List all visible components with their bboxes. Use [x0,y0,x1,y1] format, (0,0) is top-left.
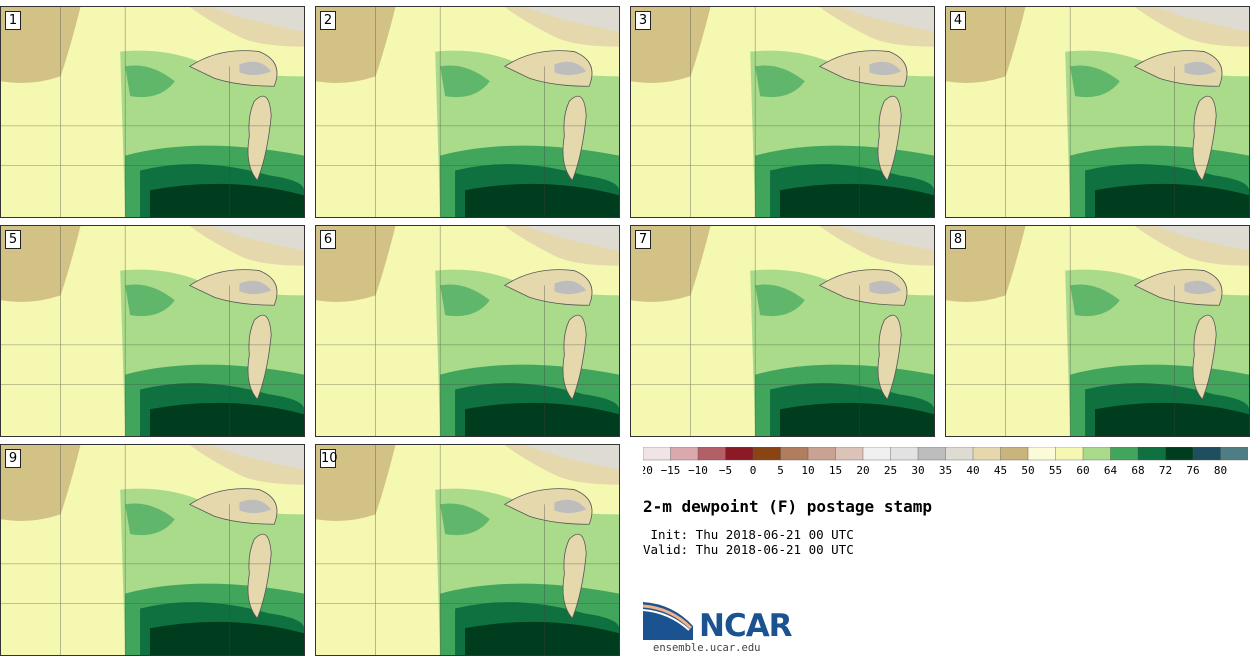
site-url: ensemble.ucar.edu [653,642,761,654]
member-label: 3 [635,11,651,30]
member-label: 9 [5,449,21,468]
colorbar-tick-label: −10 [688,464,708,475]
colorbar-swatch [917,447,947,461]
colorbar-swatch [945,447,974,461]
member-label: 7 [635,230,651,249]
colorbar-tick-label: 35 [939,464,952,475]
colorbar-swatch [807,447,837,461]
colorbar-tick-label: 20 [856,464,869,475]
map-panel-7[interactable]: 7 [630,225,935,437]
map-graphic [946,7,1249,217]
colorbar-tick-label: 60 [1076,464,1089,475]
map-graphic [631,226,934,436]
map-panel-3[interactable]: 3 [630,6,935,218]
member-label: 4 [950,11,966,30]
colorbar-tick-label: 40 [966,464,979,475]
colorbar-swatch [1000,447,1029,461]
colorbar-swatch [1192,447,1222,461]
colorbar-tick-label: 15 [829,464,842,475]
map-panel-6[interactable]: 6 [315,225,620,437]
colorbar-tick-label: 10 [801,464,814,475]
map-graphic [1,445,304,655]
map-graphic [316,7,619,217]
chart-title: 2-m dewpoint (F) postage stamp [643,497,932,516]
colorbar-tick-label: 55 [1049,464,1062,475]
colorbar-swatch [1137,447,1167,461]
colorbar-swatch [1027,447,1057,461]
colorbar-swatch [1082,447,1112,461]
member-label: 6 [320,230,336,249]
colorbar-tick-label: 68 [1131,464,1144,475]
map-graphic [1,226,304,436]
map-panel-8[interactable]: 8 [945,225,1250,437]
colorbar-tick-label: 45 [994,464,1007,475]
colorbar-swatch [670,447,699,461]
colorbar-tick-label: 76 [1186,464,1199,475]
colorbar-tick-label: 25 [884,464,897,475]
colorbar-swatch [1055,447,1084,461]
map-graphic [946,226,1249,436]
colorbar-tick-label: −15 [661,464,681,475]
colorbar-swatch [890,447,919,461]
valid-time: Valid: Thu 2018-06-21 00 UTC [643,542,854,557]
map-panel-9[interactable]: 9 [0,444,305,656]
map-graphic [316,226,619,436]
map-graphic [1,7,304,217]
colorbar-tick-label: −20 [643,464,653,475]
colorbar-tick-label: 30 [911,464,924,475]
map-panel-2[interactable]: 2 [315,6,620,218]
map-panel-5[interactable]: 5 [0,225,305,437]
colorbar-swatch [862,447,892,461]
colorbar-swatch [1220,447,1248,461]
colorbar-tick-label: 64 [1104,464,1118,475]
colorbar-tick-label: 80 [1214,464,1227,475]
map-graphic [631,7,934,217]
colorbar-swatch [752,447,782,461]
ncar-logo-icon [643,602,693,640]
colorbar-swatch [972,447,1002,461]
colorbar-tick-label: 0 [750,464,757,475]
logo-text: NCAR [699,608,793,644]
colorbar-swatch [1165,447,1194,461]
init-time: Init: Thu 2018-06-21 00 UTC [643,527,854,542]
map-panel-10[interactable]: 10 [315,444,620,656]
colorbar-tick-label: −5 [719,464,732,475]
map-panel-1[interactable]: 1 [0,6,305,218]
member-label: 1 [5,11,21,30]
member-label: 10 [320,449,338,468]
colorbar-swatch [643,447,672,461]
colorbar-swatch [697,447,727,461]
colorbar-swatch [780,447,809,461]
colorbar-tick-label: 50 [1021,464,1034,475]
member-label: 8 [950,230,966,249]
colorbar-tick-label: 5 [777,464,784,475]
colorbar-legend: −20 −15 −10 −5 0 5 10 15 20 25 30 35 40 45 50 55 60 64 68 7… [643,447,1248,475]
map-graphic [316,445,619,655]
colorbar-swatch [835,447,864,461]
colorbar-swatch [725,447,754,461]
member-label: 5 [5,230,21,249]
member-label: 2 [320,11,336,30]
colorbar-tick-label: 72 [1159,464,1172,475]
colorbar-swatch [1110,447,1139,461]
map-panel-4[interactable]: 4 [945,6,1250,218]
